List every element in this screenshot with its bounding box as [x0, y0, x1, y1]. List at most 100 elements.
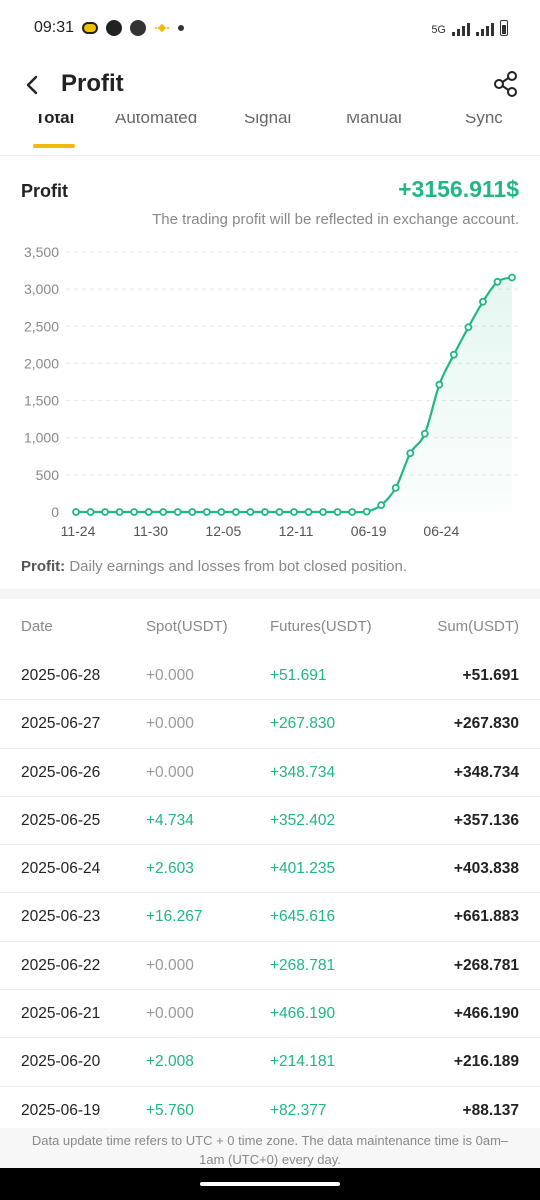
footer-note: Data update time refers to UTC + 0 time …	[0, 1128, 540, 1168]
row-date: 2025-06-24	[21, 860, 101, 878]
data-point[interactable]	[261, 508, 269, 516]
row-date: 2025-06-27	[21, 715, 101, 733]
status-bar: 09:31 5G	[0, 0, 540, 58]
data-point[interactable]	[319, 508, 327, 516]
y-tick-label: 0	[51, 504, 59, 520]
data-point[interactable]	[391, 483, 400, 492]
row-date: 2025-06-21	[21, 1005, 101, 1023]
data-point[interactable]	[333, 508, 342, 516]
chart-caption: Profit: Daily earnings and losses from b…	[21, 558, 407, 575]
data-point[interactable]	[435, 380, 444, 389]
chart-caption-label: Profit:	[21, 558, 66, 575]
header-spot: Spot(USDT)	[146, 618, 228, 635]
signal-icon-2	[476, 22, 494, 36]
data-point[interactable]	[362, 507, 371, 516]
data-point[interactable]	[304, 508, 313, 516]
data-point[interactable]	[348, 508, 357, 516]
row-spot: +0.000	[146, 956, 194, 974]
data-point[interactable]	[479, 297, 487, 306]
y-tick-label: 3,500	[24, 244, 59, 260]
tab-manual[interactable]: Manual	[346, 114, 402, 127]
data-point[interactable]	[101, 508, 109, 516]
notification-icons	[82, 20, 184, 36]
row-date: 2025-06-23	[21, 908, 101, 926]
data-point[interactable]	[86, 508, 95, 516]
tab-automated[interactable]: Automated	[115, 114, 198, 127]
data-point[interactable]	[377, 501, 386, 509]
row-spot: +0.000	[146, 667, 194, 684]
table-row: 2025-06-21 +0.000 +466.190 +466.190	[0, 990, 540, 1039]
tab-signal[interactable]: Signal	[244, 114, 292, 127]
row-spot: +4.734	[146, 811, 194, 829]
table-row: 2025-06-19 +5.760 +82.377 +88.137	[0, 1087, 540, 1135]
data-point[interactable]	[144, 508, 153, 516]
row-futures: +82.377	[270, 1101, 327, 1119]
app-header: Profit	[0, 58, 540, 114]
tab-total[interactable]: Total	[35, 114, 75, 127]
profit-table: 2025-06-28 +0.000 +51.691 +51.691 2025-0…	[0, 652, 540, 1135]
data-point[interactable]	[231, 508, 240, 516]
data-point[interactable]	[420, 429, 429, 438]
data-point[interactable]	[115, 508, 124, 516]
data-point[interactable]	[406, 449, 415, 458]
profit-chart: 0 500 1,000 1,500 2,000 2,500 3,000 3,500 11-24 1…	[24, 244, 520, 539]
section-divider	[0, 589, 540, 599]
signal-icon	[452, 22, 470, 36]
x-tick-label: 11-24	[61, 523, 96, 539]
data-point[interactable]	[493, 277, 502, 286]
table-row: 2025-06-22 +0.000 +268.781 +268.781	[0, 942, 540, 991]
profit-area	[76, 277, 512, 513]
more-notifications-icon	[178, 25, 184, 31]
row-date: 2025-06-20	[21, 1053, 101, 1071]
row-futures: +214.181	[270, 1053, 336, 1071]
network-type: 5G	[431, 24, 446, 36]
data-point[interactable]	[449, 350, 458, 359]
status-time: 09:31	[34, 19, 75, 36]
table-row: 2025-06-26 +0.000 +348.734 +348.734	[0, 749, 540, 797]
row-spot: +5.760	[146, 1101, 194, 1119]
row-spot: +0.000	[146, 715, 194, 733]
data-point[interactable]	[217, 508, 226, 516]
row-spot: +2.008	[146, 1053, 194, 1071]
data-point[interactable]	[130, 508, 139, 516]
row-spot: +0.000	[146, 763, 194, 781]
data-point[interactable]	[464, 323, 473, 332]
y-tick-label: 1,500	[24, 393, 59, 409]
data-point[interactable]	[188, 508, 197, 516]
data-point[interactable]	[202, 508, 211, 516]
row-sum: +403.838	[453, 860, 519, 878]
y-tick-label: 2,500	[24, 318, 59, 334]
row-sum: +88.137	[462, 1101, 519, 1119]
row-spot: +0.000	[146, 1005, 194, 1023]
data-point[interactable]	[72, 508, 80, 516]
table-row: 2025-06-27 +0.000 +267.830 +267.830	[0, 700, 540, 749]
data-point[interactable]	[246, 508, 255, 516]
x-tick-label: 11-30	[133, 523, 168, 539]
data-point[interactable]	[275, 508, 284, 516]
binance-icon	[154, 23, 170, 33]
row-sum: +466.190	[453, 1005, 519, 1023]
table-row: 2025-06-24 +2.603 +401.235 +403.838	[0, 845, 540, 894]
battery-icon	[500, 20, 508, 36]
chevron-left-icon[interactable]	[20, 72, 46, 98]
row-futures: +348.734	[270, 763, 336, 781]
row-futures: +267.830	[270, 715, 336, 733]
data-point[interactable]	[290, 508, 298, 516]
data-point[interactable]	[159, 508, 168, 516]
home-indicator[interactable]	[200, 1182, 340, 1186]
data-point[interactable]	[173, 508, 182, 516]
row-date: 2025-06-26	[21, 763, 101, 781]
data-point[interactable]	[508, 273, 516, 282]
profit-note: The trading profit will be reflected in …	[152, 211, 519, 228]
app-icon	[106, 20, 122, 36]
row-sum: +348.734	[453, 763, 519, 781]
share-icon[interactable]	[492, 70, 520, 98]
tab-sync[interactable]: Sync	[465, 114, 503, 127]
row-futures: +352.402	[270, 811, 336, 829]
x-tick-label: 12-11	[279, 523, 314, 539]
profit-label: Profit	[21, 181, 68, 201]
row-sum: +357.136	[453, 811, 519, 829]
table-row: 2025-06-20 +2.008 +214.181 +216.189	[0, 1038, 540, 1087]
row-sum: +216.189	[453, 1053, 519, 1071]
table-row: 2025-06-23 +16.267 +645.616 +661.883	[0, 893, 540, 942]
